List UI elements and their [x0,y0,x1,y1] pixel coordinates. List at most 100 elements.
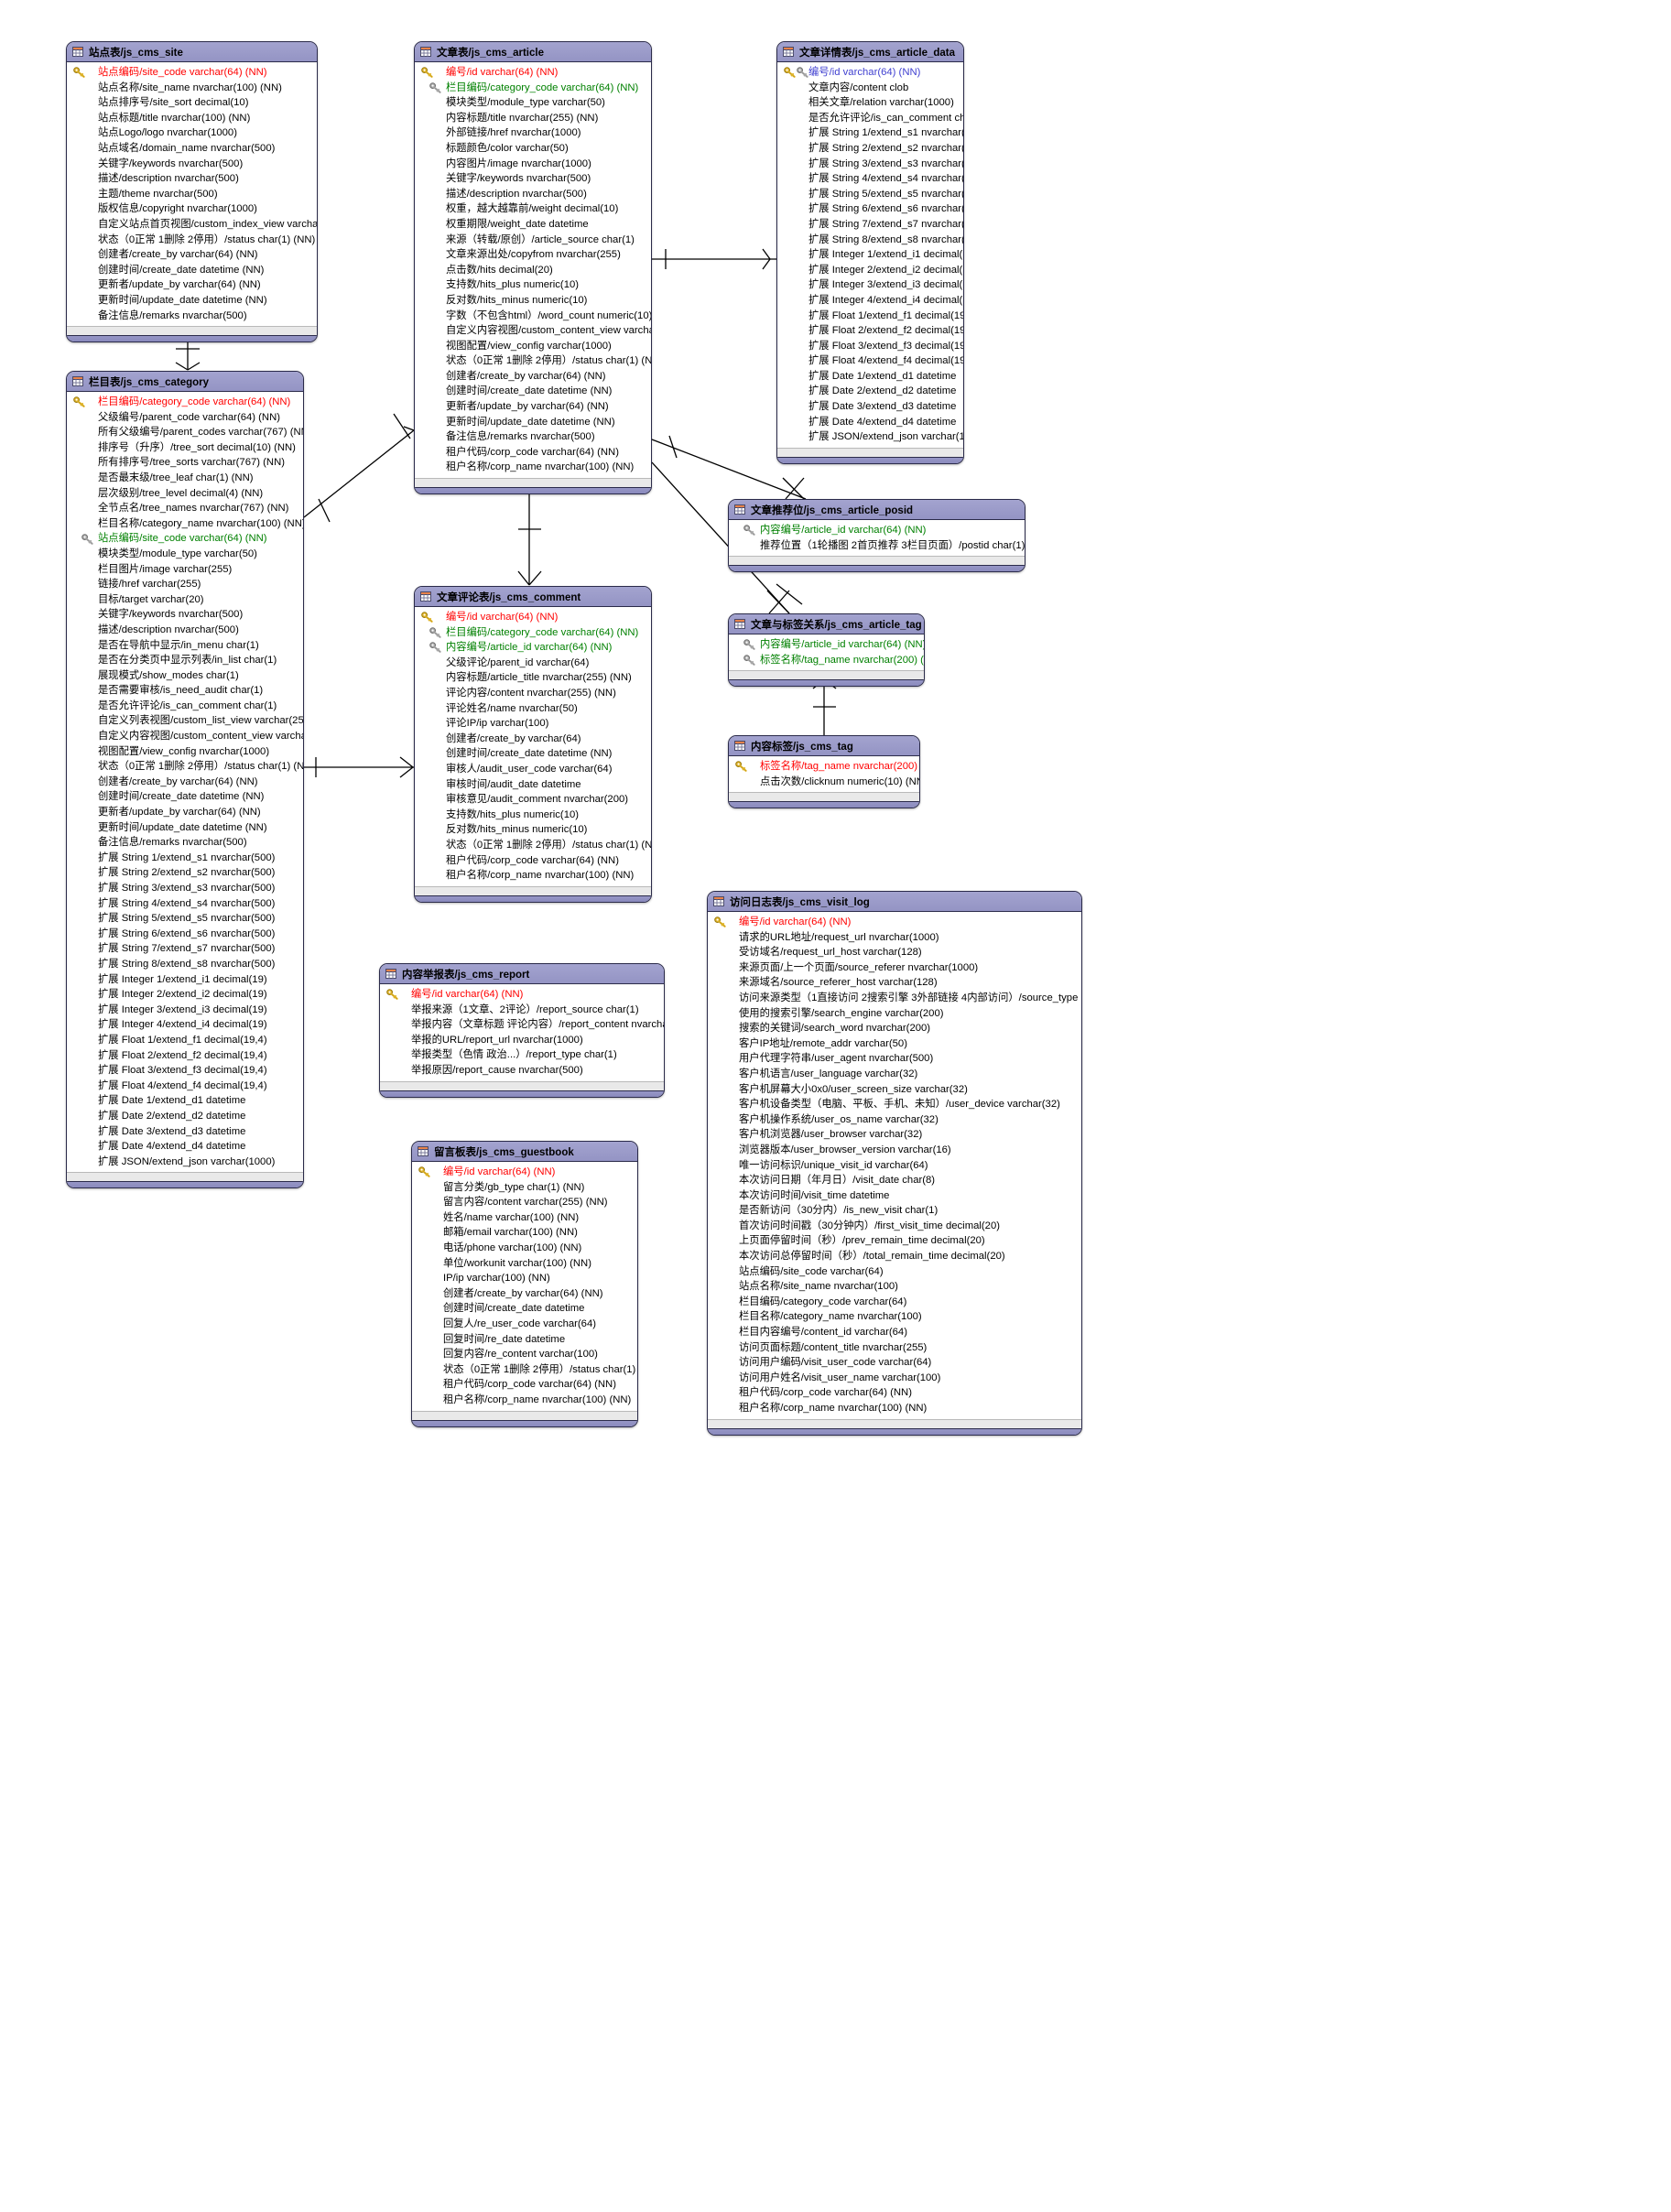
entity-field[interactable]: 内容编号/article_id varchar(64) (NN) [729,523,1025,538]
entity-field[interactable]: 点击次数/clicknum numeric(10) (NN) [729,775,919,790]
entity-field[interactable]: 文章来源出处/copyfrom nvarchar(255) [415,247,651,263]
entity-field[interactable]: 内容编号/article_id varchar(64) (NN) [415,640,651,656]
entity-table-site[interactable]: 站点表/js_cms_site 站点编码/site_code varchar(64… [66,41,318,343]
entity-field[interactable]: 排序号（升序）/tree_sort decimal(10) (NN) [67,440,303,456]
entity-table-report[interactable]: 内容举报表/js_cms_report 编号/id varchar(64) (NN… [379,963,665,1098]
entity-field[interactable]: 扩展 Float 2/extend_f2 decimal(19,4) [67,1048,303,1064]
entity-field[interactable]: 留言分类/gb_type char(1) (NN) [412,1180,637,1196]
entity-field[interactable]: 访问来源类型（1直接访问 2搜索引擎 3外部链接 4内部访问）/source_t… [708,991,1081,1006]
entity-field[interactable]: 栏目名称/category_name nvarchar(100) (NN) [67,516,303,532]
entity-field[interactable]: 模块类型/module_type varchar(50) [415,95,651,111]
entity-header-article_posid[interactable]: 文章推荐位/js_cms_article_posid [729,500,1025,520]
entity-field[interactable]: 电话/phone varchar(100) (NN) [412,1241,637,1256]
entity-field[interactable]: 客户机操作系统/user_os_name varchar(32) [708,1112,1081,1128]
entity-field[interactable]: 描述/description nvarchar(500) [67,171,317,187]
entity-field[interactable]: 扩展 Float 1/extend_f1 decimal(19,4) [67,1033,303,1048]
entity-field[interactable]: 举报内容（文章标题 评论内容）/report_content nvarchar(… [380,1017,664,1033]
entity-field[interactable]: 关键字/keywords nvarchar(500) [67,607,303,623]
entity-field[interactable]: 编号/id varchar(64) (NN) [708,915,1081,930]
entity-field[interactable]: 是否允许评论/is_can_comment char(1) [777,111,963,126]
entity-field[interactable]: 状态（0正常 1删除 2停用）/status char(1) (NN) [415,353,651,369]
entity-field[interactable]: 链接/href varchar(255) [67,577,303,592]
entity-field[interactable]: 扩展 String 2/extend_s2 nvarchar(500) [67,865,303,881]
entity-field[interactable]: 扩展 Float 3/extend_f3 decimal(19,4) [67,1063,303,1079]
entity-field[interactable]: 更新时间/update_date datetime (NN) [67,820,303,836]
entity-field[interactable]: 扩展 Date 1/extend_d1 datetime [777,369,963,385]
entity-field[interactable]: 举报的URL/report_url nvarchar(1000) [380,1033,664,1048]
entity-field[interactable]: 是否新访问（30分内）/is_new_visit char(1) [708,1203,1081,1219]
entity-field[interactable]: 更新者/update_by varchar(64) (NN) [67,805,303,820]
entity-field[interactable]: 评论姓名/name nvarchar(50) [415,701,651,717]
entity-field[interactable]: 层次级别/tree_level decimal(4) (NN) [67,486,303,502]
entity-field[interactable]: 创建者/create_by varchar(64) (NN) [67,775,303,790]
entity-field[interactable]: 备注信息/remarks nvarchar(500) [67,835,303,851]
entity-field[interactable]: 来源（转载/原创）/article_source char(1) [415,233,651,248]
entity-field[interactable]: 字数（不包含html）/word_count numeric(10) [415,309,651,324]
entity-field[interactable]: 站点标题/title nvarchar(100) (NN) [67,111,317,126]
entity-table-article_tag[interactable]: 文章与标签关系/js_cms_article_tag 内容编号/article_i… [728,613,925,688]
entity-field[interactable]: 扩展 JSON/extend_json varchar(1000) [67,1155,303,1170]
entity-field[interactable]: 相关文章/relation varchar(1000) [777,95,963,111]
entity-table-visit_log[interactable]: 访问日志表/js_cms_visit_log 编号/id varchar(64) … [707,891,1082,1436]
entity-field[interactable]: 扩展 String 5/extend_s5 nvarchar(500) [777,187,963,202]
entity-field[interactable]: 外部链接/href nvarchar(1000) [415,125,651,141]
entity-field[interactable]: 反对数/hits_minus numeric(10) [415,293,651,309]
entity-field[interactable]: 客户机浏览器/user_browser varchar(32) [708,1127,1081,1143]
entity-field[interactable]: 客户机语言/user_language varchar(32) [708,1067,1081,1082]
entity-field[interactable]: 是否在导航中显示/in_menu char(1) [67,638,303,654]
entity-field[interactable]: 站点编码/site_code varchar(64) (NN) [67,65,317,81]
entity-field[interactable]: 举报原因/report_cause nvarchar(500) [380,1063,664,1079]
entity-field[interactable]: 首次访问时间戳（30分钟内）/first_visit_time decimal(… [708,1219,1081,1234]
entity-field[interactable]: 站点编码/site_code varchar(64) (NN) [67,531,303,547]
entity-field[interactable]: 更新时间/update_date datetime (NN) [415,415,651,430]
entity-field[interactable]: 创建者/create_by varchar(64) (NN) [67,247,317,263]
entity-field[interactable]: 栏目图片/image varchar(255) [67,562,303,578]
entity-field[interactable]: 栏目编码/category_code varchar(64) (NN) [415,81,651,96]
entity-field[interactable]: 创建者/create_by varchar(64) [415,732,651,747]
entity-header-visit_log[interactable]: 访问日志表/js_cms_visit_log [708,892,1081,912]
entity-field[interactable]: 请求的URL地址/request_url nvarchar(1000) [708,930,1081,946]
entity-field[interactable]: 举报来源（1文章、2评论）/report_source char(1) [380,1003,664,1018]
entity-field[interactable]: 客户IP地址/remote_addr varchar(50) [708,1036,1081,1052]
entity-field[interactable]: 本次访问总停留时间（秒）/total_remain_time decimal(2… [708,1249,1081,1264]
entity-field[interactable]: 视图配置/view_config nvarchar(1000) [67,744,303,760]
entity-table-category[interactable]: 栏目表/js_cms_category 栏目编码/category_code va… [66,371,304,1189]
entity-field[interactable]: 审核人/audit_user_code varchar(64) [415,762,651,777]
entity-field[interactable]: 回复时间/re_date datetime [412,1332,637,1348]
entity-field[interactable]: 编号/id varchar(64) (NN) [777,65,963,81]
entity-header-tag[interactable]: 内容标签/js_cms_tag [729,736,919,756]
entity-field[interactable]: 站点名称/site_name nvarchar(100) [708,1279,1081,1295]
entity-field[interactable]: 搜索的关键词/search_word nvarchar(200) [708,1021,1081,1036]
entity-field[interactable]: 评论内容/content nvarchar(255) (NN) [415,686,651,701]
entity-field[interactable]: 扩展 String 3/extend_s3 nvarchar(500) [777,157,963,172]
entity-field[interactable]: 是否在分类页中显示列表/in_list char(1) [67,653,303,668]
entity-field[interactable]: 回复内容/re_content varchar(100) [412,1347,637,1362]
entity-field[interactable]: 状态（0正常 1删除 2停用）/status char(1) (NN) [67,233,317,248]
entity-field[interactable]: 租户代码/corp_code varchar(64) (NN) [415,853,651,869]
entity-field[interactable]: 备注信息/remarks nvarchar(500) [415,429,651,445]
entity-field[interactable]: 扩展 String 8/extend_s8 nvarchar(500) [777,233,963,248]
entity-field[interactable]: 租户代码/corp_code varchar(64) (NN) [708,1385,1081,1401]
entity-field[interactable]: 回复人/re_user_code varchar(64) [412,1317,637,1332]
entity-header-report[interactable]: 内容举报表/js_cms_report [380,964,664,984]
entity-field[interactable]: 扩展 Date 2/extend_d2 datetime [67,1109,303,1124]
entity-field[interactable]: 自定义内容视图/custom_content_view varchar(255) [415,323,651,339]
entity-field[interactable]: 租户名称/corp_name nvarchar(100) (NN) [412,1393,637,1408]
entity-field[interactable]: 关键字/keywords nvarchar(500) [415,171,651,187]
entity-field[interactable]: 权重期限/weight_date datetime [415,217,651,233]
entity-field[interactable]: 用户代理字符串/user_agent nvarchar(500) [708,1051,1081,1067]
entity-field[interactable]: 扩展 JSON/extend_json varchar(1000) [777,429,963,445]
entity-field[interactable]: 编号/id varchar(64) (NN) [415,610,651,625]
entity-field[interactable]: 扩展 Date 4/extend_d4 datetime [777,415,963,430]
entity-table-tag[interactable]: 内容标签/js_cms_tag 标签名称/tag_name nvarchar(20… [728,735,920,809]
entity-field[interactable]: 站点域名/domain_name nvarchar(500) [67,141,317,157]
entity-field[interactable]: 编号/id varchar(64) (NN) [412,1165,637,1180]
entity-field[interactable]: 点击数/hits decimal(20) [415,263,651,278]
entity-field[interactable]: 单位/workunit varchar(100) (NN) [412,1256,637,1272]
entity-field[interactable]: 状态（0正常 1删除 2停用）/status char(1) (NN) [415,838,651,853]
entity-field[interactable]: 扩展 Date 2/extend_d2 datetime [777,384,963,399]
entity-field[interactable]: 使用的搜索引擎/search_engine varchar(200) [708,1006,1081,1022]
entity-field[interactable]: 浏览器版本/user_browser_version varchar(16) [708,1143,1081,1158]
entity-field[interactable]: 扩展 String 4/extend_s4 nvarchar(500) [777,171,963,187]
entity-field[interactable]: 受访域名/request_url_host varchar(128) [708,945,1081,960]
